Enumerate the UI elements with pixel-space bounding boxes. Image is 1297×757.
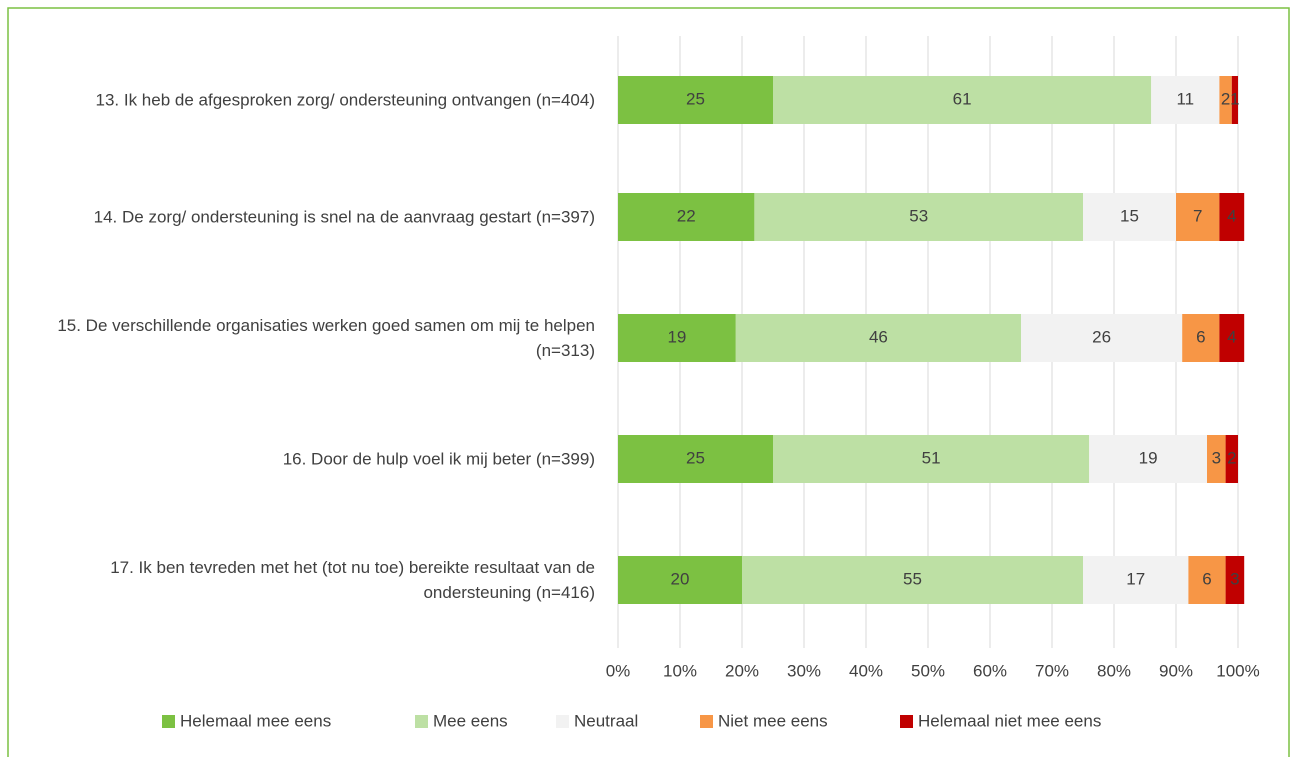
category-label: 16. Door de hulp voel ik mij beter (n=39…: [282, 449, 595, 469]
data-label: 4: [1227, 206, 1236, 225]
bar-segment: [1083, 556, 1189, 604]
legend-swatch: [415, 715, 428, 728]
bar-segment: [1182, 314, 1220, 362]
bar-segment: [618, 435, 773, 483]
data-label: 6: [1202, 569, 1211, 588]
x-tick-label: 20%: [725, 661, 759, 680]
x-tick-label: 90%: [1159, 661, 1193, 680]
bar-segment: [1207, 435, 1226, 483]
category-label: 17. Ik ben tevreden met het (tot nu toe)…: [110, 558, 595, 602]
data-label: 7: [1193, 206, 1202, 225]
bar-segment: [1219, 76, 1232, 124]
data-label: 20: [671, 569, 690, 588]
data-label: 19: [667, 327, 686, 346]
data-label: 1: [1230, 89, 1239, 108]
legend-label: Niet mee eens: [718, 711, 828, 730]
data-label: 4: [1227, 327, 1236, 346]
category-label: 14. De zorg/ ondersteuning is snel na de…: [93, 207, 595, 227]
data-label: 17: [1126, 569, 1145, 588]
legend-swatch: [556, 715, 569, 728]
data-label: 11: [1176, 89, 1194, 108]
bar-segment: [773, 76, 1152, 124]
data-label: 19: [1139, 448, 1158, 467]
category-label: 15. De verschillende organisaties werken…: [57, 316, 595, 360]
legend-swatch: [900, 715, 913, 728]
bar-segment: [1225, 556, 1245, 604]
bar-segment: [1219, 193, 1245, 241]
bar-segment: [1089, 435, 1207, 483]
data-label: 51: [922, 448, 941, 467]
x-tick-label: 100%: [1216, 661, 1259, 680]
data-label: 53: [909, 206, 928, 225]
bar-segment: [1219, 314, 1245, 362]
x-tick-label: 40%: [849, 661, 883, 680]
data-label: 25: [686, 89, 705, 108]
bar-segment: [618, 193, 755, 241]
data-label: 26: [1092, 327, 1111, 346]
legend-label: Helemaal niet mee eens: [918, 711, 1101, 730]
x-tick-label: 30%: [787, 661, 821, 680]
frame: [7, 7, 1290, 757]
bar-segment: [1151, 76, 1220, 124]
data-label: 6: [1196, 327, 1205, 346]
bar-segment: [742, 556, 1083, 604]
bar-segment: [1083, 193, 1176, 241]
legend-swatch: [162, 715, 175, 728]
legend-swatch: [700, 715, 713, 728]
category-label: 13. Ik heb de afgesproken zorg/ onderste…: [95, 90, 596, 110]
x-tick-label: 70%: [1035, 661, 1069, 680]
legend-label: Helemaal mee eens: [180, 711, 331, 730]
bar-segment: [618, 556, 742, 604]
bar-segment: [618, 314, 736, 362]
data-label: 15: [1120, 206, 1139, 225]
bar-segment: [618, 76, 773, 124]
legend-label: Mee eens: [433, 711, 508, 730]
x-tick-label: 60%: [973, 661, 1007, 680]
bar-segment: [773, 435, 1090, 483]
data-label: 25: [686, 448, 705, 467]
data-label: 3: [1230, 569, 1239, 588]
data-label: 22: [677, 206, 696, 225]
data-label: 2: [1227, 448, 1236, 467]
data-label: 61: [953, 89, 972, 108]
bar-segment: [754, 193, 1083, 241]
bar-segment: [1231, 76, 1238, 124]
x-tick-label: 0%: [606, 661, 631, 680]
data-label: 55: [903, 569, 922, 588]
bar-segment: [1188, 556, 1226, 604]
bar-segment: [1176, 193, 1220, 241]
x-tick-label: 80%: [1097, 661, 1131, 680]
x-tick-label: 50%: [911, 661, 945, 680]
x-tick-label: 10%: [663, 661, 697, 680]
bar-segment: [1021, 314, 1183, 362]
data-label: 2: [1221, 89, 1230, 108]
bar-segment: [735, 314, 1021, 362]
bar-segment: [1225, 435, 1238, 483]
data-label: 46: [869, 327, 888, 346]
data-label: 3: [1212, 448, 1221, 467]
legend-label: Neutraal: [574, 711, 638, 730]
